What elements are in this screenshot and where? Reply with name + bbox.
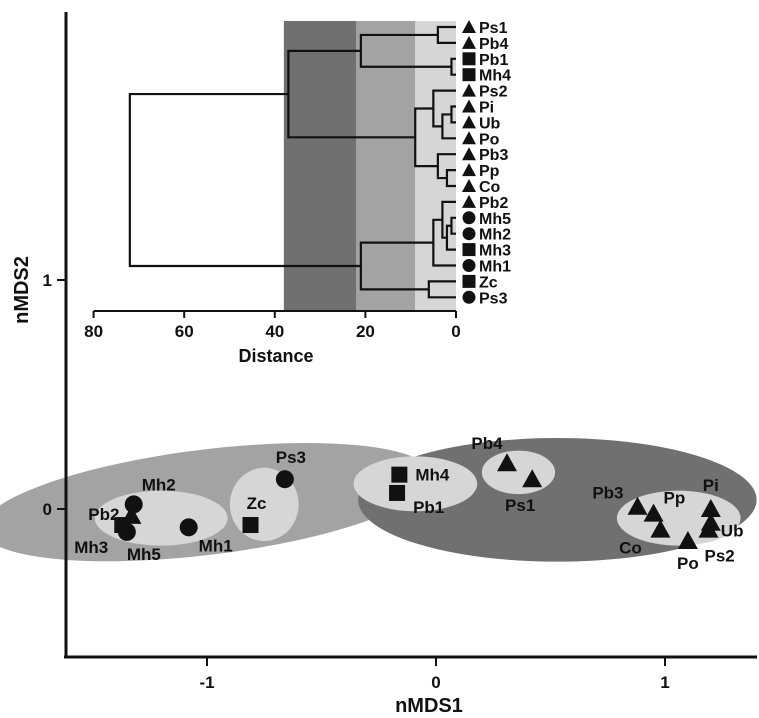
- dendrogram-leaf-label-ps2: Ps2: [479, 84, 508, 101]
- dendrogram-leaf-marker-ps3: [462, 290, 476, 304]
- dendrogram-inset: 80 60 40 20 0 Ps1Pb4Pb1Mh4Ps2PiUbPoPb3PpCoPb2…: [84, 20, 511, 341]
- dendrogram-leaf-marker-mh1: [462, 259, 476, 272]
- point-label-pb2: Pb2: [88, 505, 119, 524]
- x-tick-label: 0: [431, 673, 440, 692]
- point-label-mh4: Mh4: [415, 466, 450, 485]
- point-label-pb3: Pb3: [592, 484, 623, 503]
- dendrogram-leaf-marker-ps2: [462, 83, 476, 97]
- y-axis-title: nMDS2: [11, 256, 33, 324]
- x-axis-title: nMDS1: [395, 695, 463, 717]
- distance-band-1: [356, 21, 416, 311]
- dendrogram-leaf-label-ps3: Ps3: [479, 290, 508, 307]
- y-tick-label: 1: [43, 271, 52, 290]
- dendrogram-leaf-label-pp: Pp: [479, 163, 500, 180]
- point-label-pb1: Pb1: [413, 498, 444, 517]
- scatter-point-mh5: [117, 522, 136, 541]
- dendrogram-leaf-label-ub: Ub: [479, 115, 501, 132]
- dendrogram-tick-label: 0: [451, 322, 460, 341]
- point-label-pb4: Pb4: [471, 434, 503, 453]
- dendrogram-leaf-label-ps1: Ps1: [479, 20, 508, 37]
- dendrogram-leaf-marker-ub: [462, 115, 476, 129]
- dendrogram-leaf-label-pi: Pi: [479, 100, 494, 117]
- point-label-pi: Pi: [703, 476, 719, 495]
- scatter-point-mh1: [179, 518, 198, 537]
- scatter-point-ps3: [275, 470, 294, 489]
- dendrogram-leaf-marker-pb2: [462, 194, 476, 208]
- dendrogram-leaf-label-pb3: Pb3: [479, 147, 508, 164]
- point-label-mh2: Mh2: [142, 475, 176, 494]
- dendrogram-leaf-marker-po: [462, 131, 476, 145]
- dendrogram-leaf-marker-pi: [462, 99, 476, 113]
- dendrogram-leaf-marker-pb4: [462, 35, 476, 49]
- dendrogram-links: [128, 25, 456, 299]
- dendrogram-leaf-marker-ps1: [462, 20, 476, 33]
- point-label-zc: Zc: [247, 494, 267, 513]
- x-tick-label: -1: [199, 673, 214, 692]
- dendrogram-leaf-marker-co: [462, 179, 476, 192]
- cluster-ellipse-5: [481, 450, 556, 495]
- scatter-point-pi: [700, 499, 721, 517]
- scatter-point-ps2: [698, 519, 719, 538]
- dendrogram-tick-label: 40: [265, 322, 284, 341]
- dendrogram-tick-label: 20: [356, 322, 375, 341]
- dendrogram-tick-label: 80: [84, 322, 103, 341]
- dendrogram-leaf-label-mh2: Mh2: [479, 227, 511, 244]
- dendrogram-link: [128, 92, 361, 268]
- dendrogram-axis-title: Distance: [238, 346, 313, 366]
- dendrogram-leaf-label-zc: Zc: [479, 274, 498, 291]
- dendrogram-leaf-label-pb4: Pb4: [479, 36, 508, 53]
- dendrogram-leaf-marker-pb3: [462, 147, 476, 161]
- dendrogram-leaf-label-pb1: Pb1: [479, 52, 508, 69]
- scatter-point-zc: [242, 517, 259, 534]
- scatter-point-co: [650, 519, 671, 538]
- scatter-point-pb4: [496, 453, 517, 472]
- dendrogram-leaf-label-mh4: Mh4: [479, 68, 511, 85]
- point-label-ps1: Ps1: [505, 496, 535, 515]
- point-label-co: Co: [619, 539, 642, 558]
- scatter-point-pp: [643, 503, 664, 522]
- dendrogram-leaf-label-mh5: Mh5: [479, 211, 511, 228]
- point-label-ub: Ub: [721, 522, 744, 541]
- dendrogram-leaf-label-po: Po: [479, 131, 500, 148]
- dendrogram-leaf-marker-pp: [462, 163, 476, 177]
- point-label-ps3: Ps3: [276, 448, 306, 467]
- scatter-point-mh2: [124, 495, 143, 514]
- dendrogram-leaf-label-mh1: Mh1: [479, 259, 511, 276]
- scatter-point-pb3: [627, 496, 648, 515]
- scatter-point-mh4: [391, 466, 408, 483]
- dendrogram-leaf-marker-zc: [462, 274, 476, 288]
- dendrogram-leaf-label-mh3: Mh3: [479, 243, 511, 260]
- point-label-mh1: Mh1: [199, 536, 233, 555]
- point-label-mh5: Mh5: [127, 545, 161, 564]
- cluster-ellipse-4: [353, 456, 478, 512]
- point-label-ps2: Ps2: [705, 547, 735, 566]
- y-tick-label: 0: [43, 500, 52, 519]
- dendrogram-leaf-label-co: Co: [479, 179, 501, 196]
- dendrogram-leaf-marker-pb1: [462, 52, 476, 66]
- dendrogram-leaf-marker-mh3: [462, 243, 476, 257]
- point-label-po: Po: [677, 554, 699, 573]
- dendrogram-leaf-marker-mh5: [462, 211, 476, 225]
- scatter-point-pb1: [389, 484, 406, 501]
- dendrogram-leaf-label-pb2: Pb2: [479, 195, 508, 212]
- x-tick-label: 1: [660, 673, 669, 692]
- point-label-mh3: Mh3: [74, 538, 108, 557]
- scatter-point-po: [677, 531, 698, 550]
- distance-band-0: [283, 21, 357, 311]
- scatter-point-ps1: [522, 469, 543, 488]
- dendrogram-tick-label: 60: [175, 322, 194, 341]
- point-label-pp: Pp: [664, 489, 686, 508]
- dendrogram-leaf-marker-mh2: [462, 227, 476, 241]
- dendrogram-leaf-marker-mh4: [462, 68, 476, 82]
